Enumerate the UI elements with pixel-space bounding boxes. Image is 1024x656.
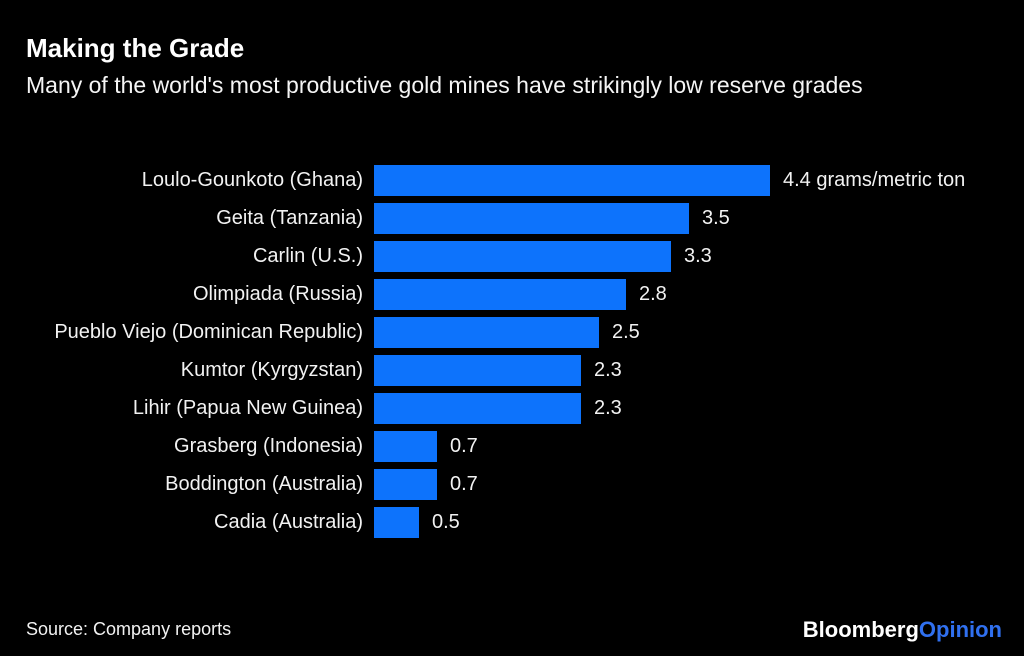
bar-value-label: 0.5 [432, 511, 460, 533]
value-bar [374, 279, 626, 310]
bar-category-label: Grasberg (Indonesia) [174, 435, 363, 457]
value-bar [374, 431, 437, 462]
chart-header: Making the Grade Many of the world's mos… [26, 33, 998, 101]
bar-row: Grasberg (Indonesia) 0.7 [0, 431, 1024, 462]
bar-row: Geita (Tanzania) 3.5 [0, 203, 1024, 234]
bar-row: Olimpiada (Russia) 2.8 [0, 279, 1024, 310]
chart-title: Making the Grade [26, 33, 245, 63]
bar-row: Carlin (U.S.) 3.3 [0, 241, 1024, 272]
bar-value-label: 4.4 grams/metric ton [783, 169, 966, 191]
chart-subtitle: Many of the world's most productive gold… [26, 72, 863, 98]
bar-row: Cadia (Australia) 0.5 [0, 507, 1024, 538]
bar-value-label: 2.5 [612, 321, 640, 343]
bar-category-label: Loulo-Gounkoto (Ghana) [141, 169, 363, 191]
bar-row: Pueblo Viejo (Dominican Republic) 2.5 [0, 317, 1024, 348]
logo-bloomberg: Bloomberg [802, 617, 919, 642]
brand-logo: BloombergOpinion [803, 617, 1002, 643]
bar-value-label: 2.3 [594, 397, 622, 419]
value-bar [374, 393, 581, 424]
bar-category-label: Boddington (Australia) [165, 473, 363, 495]
bar-row: Boddington (Australia) 0.7 [0, 469, 1024, 500]
bar-category-label: Carlin (U.S.) [252, 245, 363, 267]
bar-category-label: Kumtor (Kyrgyzstan) [180, 359, 363, 381]
bar-value-label: 0.7 [450, 473, 478, 495]
bar-category-label: Lihir (Papua New Guinea) [132, 397, 363, 419]
bar-category-label: Geita (Tanzania) [216, 207, 363, 229]
bar-category-label: Pueblo Viejo (Dominican Republic) [54, 321, 363, 343]
value-bar [374, 469, 437, 500]
bar-category-label: Cadia (Australia) [214, 511, 363, 533]
bar-value-label: 3.3 [684, 245, 712, 267]
bar-row: Kumtor (Kyrgyzstan) 2.3 [0, 355, 1024, 386]
bar-category-label: Olimpiada (Russia) [192, 283, 363, 305]
bar-row: Loulo-Gounkoto (Ghana) 4.4 grams/metric t… [0, 165, 1024, 196]
value-bar [374, 355, 581, 386]
bar-value-label: 0.7 [450, 435, 478, 457]
bar-chart: Loulo-Gounkoto (Ghana) 4.4 grams/metric t… [0, 165, 1024, 545]
value-bar [374, 241, 671, 272]
bar-value-label: 2.3 [594, 359, 622, 381]
bar-value-label: 3.5 [702, 207, 730, 229]
value-bar [374, 203, 689, 234]
value-bar [374, 317, 599, 348]
bar-value-label: 2.8 [639, 283, 667, 305]
logo-opinion: Opinion [918, 617, 1002, 642]
value-bar [374, 165, 770, 196]
bar-row: Lihir (Papua New Guinea) 2.3 [0, 393, 1024, 424]
value-bar [374, 507, 419, 538]
source-note: Source: Company reports [26, 619, 232, 639]
